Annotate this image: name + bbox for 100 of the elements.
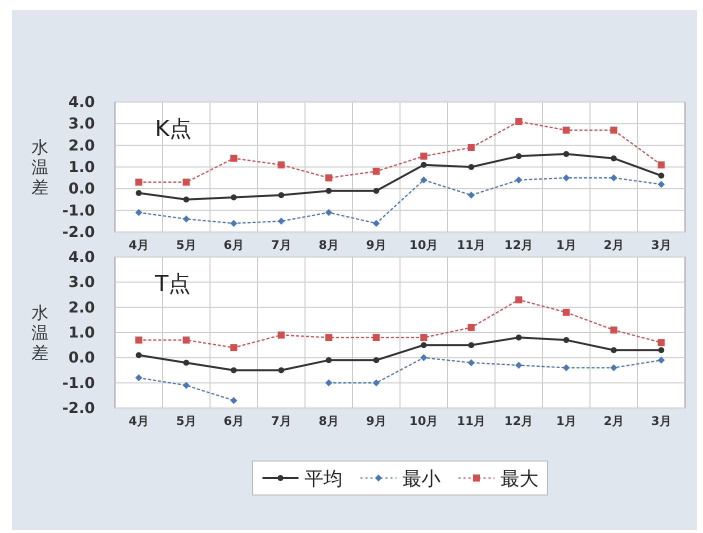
point [610, 174, 618, 182]
point [516, 153, 522, 160]
point [658, 339, 665, 346]
y-tick-label: -1.0 [62, 374, 95, 392]
x-tick-label: 10月 [409, 414, 438, 428]
y-tick-label: 4.0 [68, 93, 95, 111]
point [420, 354, 428, 362]
point [515, 296, 522, 304]
text: K点 [155, 117, 192, 142]
point [136, 190, 142, 196]
point [278, 218, 285, 225]
point [373, 357, 380, 364]
point [420, 176, 428, 184]
point [182, 178, 190, 186]
y-tick-label: -2.0 [62, 223, 95, 241]
y-tick-label: 1.0 [68, 158, 95, 176]
point [562, 126, 570, 134]
point [468, 144, 475, 151]
x-tick-label: 8月 [318, 238, 339, 252]
point [610, 347, 617, 354]
point [562, 364, 570, 372]
y-tick-label: 3.0 [68, 273, 95, 292]
point [326, 357, 332, 364]
point [230, 220, 238, 227]
point [420, 152, 428, 160]
point [562, 308, 570, 316]
x-tick-label: 6月 [224, 414, 244, 428]
y-tick-label: 0.0 [68, 180, 95, 198]
y-tick-label: -1.0 [62, 201, 95, 220]
x-tick-label: 6月 [224, 238, 244, 252]
point [372, 168, 380, 175]
point [658, 161, 665, 168]
x-tick-label: 1月 [556, 414, 576, 428]
point [372, 379, 380, 386]
point [182, 216, 190, 222]
point [325, 379, 332, 386]
point [230, 194, 237, 200]
point [468, 164, 474, 170]
x-tick-label: 7月 [271, 414, 292, 428]
x-tick-label: 3月 [651, 238, 672, 252]
x-tick-label: 3月 [651, 414, 672, 428]
point [373, 188, 380, 194]
y-tick-label: 4.0 [68, 248, 95, 266]
point [610, 364, 618, 372]
point [658, 347, 664, 354]
point [230, 396, 238, 404]
point [182, 382, 190, 389]
y-tick-label: -2.0 [62, 399, 95, 417]
point [230, 154, 238, 162]
point [230, 367, 237, 374]
x-tick-label: 9月 [366, 238, 386, 252]
point [325, 209, 332, 216]
point [135, 178, 142, 186]
point [230, 344, 238, 352]
point [183, 196, 190, 202]
point [562, 174, 570, 182]
point [658, 172, 664, 179]
point [372, 220, 380, 227]
x-tick-label: 8月 [318, 414, 339, 428]
point [183, 360, 190, 366]
x-tick-label: 9月 [366, 414, 386, 428]
point [563, 151, 570, 157]
point [563, 337, 570, 344]
point [135, 374, 142, 382]
point [468, 342, 474, 348]
x-tick-label: 7月 [271, 238, 292, 252]
point [515, 362, 522, 369]
point [516, 334, 522, 341]
point [135, 336, 142, 344]
x-tick-label: 11月 [456, 414, 486, 428]
point [420, 334, 428, 342]
point [610, 155, 617, 162]
text: T点 [154, 272, 190, 297]
point [658, 356, 665, 364]
point [420, 342, 427, 348]
point [325, 174, 332, 182]
point [468, 324, 475, 331]
point [515, 118, 522, 125]
x-tick-label: 1月 [556, 238, 576, 252]
point [136, 352, 142, 358]
point [468, 359, 475, 366]
legend-label: 平均 [304, 468, 342, 490]
x-tick-label: 2月 [604, 414, 624, 428]
point [278, 367, 284, 374]
legend-label: 最小 [402, 468, 440, 490]
point [135, 209, 142, 216]
y-tick-label: 3.0 [68, 114, 95, 133]
x-tick-label: 5月 [176, 238, 196, 252]
point [610, 126, 618, 134]
y-axis-title: 水温差 [32, 138, 48, 198]
point [278, 332, 285, 339]
x-tick-label: 4月 [128, 238, 149, 252]
y-axis-title: 水温差 [32, 304, 48, 364]
legend-label: 最大 [500, 468, 538, 490]
y-tick-label: 0.0 [68, 348, 95, 367]
x-tick-label: 2月 [604, 238, 624, 252]
point [326, 188, 332, 194]
x-tick-label: 5月 [176, 414, 196, 428]
point [610, 326, 618, 334]
point [372, 334, 380, 342]
